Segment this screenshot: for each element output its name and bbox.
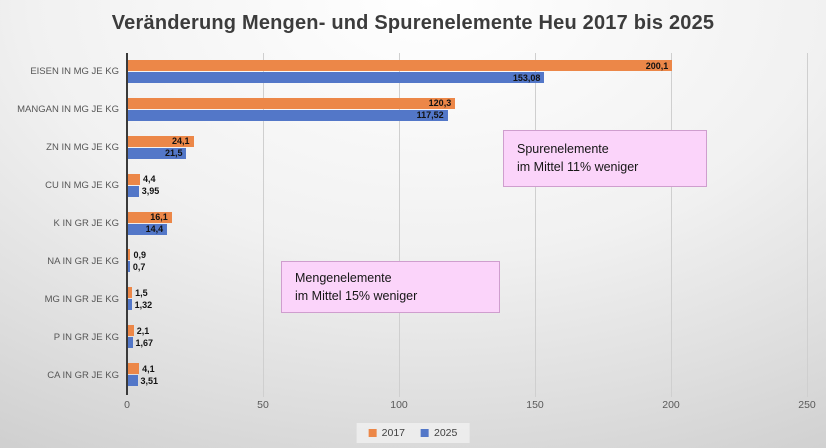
annotation-line: Mengenelemente bbox=[295, 271, 392, 285]
legend-item-2025: 2025 bbox=[421, 427, 457, 439]
bar-2017 bbox=[128, 363, 140, 375]
value-axis-tick-label: 0 bbox=[124, 399, 130, 411]
bar-value-label: 14,4 bbox=[145, 224, 164, 235]
bar-2017 bbox=[128, 60, 673, 71]
annotation-spurenelemente: Spurenelemente im Mittel 11% weniger bbox=[503, 130, 707, 187]
bar-value-label: 24,1 bbox=[172, 136, 190, 147]
bar-2017 bbox=[128, 97, 456, 109]
bar-value-label: 2,1 bbox=[136, 325, 150, 336]
bar-2025 bbox=[128, 185, 139, 197]
bar-2017 bbox=[128, 173, 140, 185]
plot-area bbox=[127, 53, 808, 397]
bar-2017 bbox=[128, 135, 194, 147]
bar-2025 bbox=[128, 299, 132, 311]
value-axis-tick-label: 50 bbox=[257, 399, 269, 411]
value-axis-tick-label: 100 bbox=[390, 399, 408, 411]
category-label: P IN GR JE KG bbox=[53, 331, 119, 343]
bar-2025 bbox=[128, 147, 187, 159]
bar-value-label: 4,1 bbox=[142, 363, 155, 374]
annotation-mengenelemente: Mengenelemente im Mittel 15% weniger bbox=[281, 261, 500, 313]
bar-2025 bbox=[128, 261, 130, 273]
category-label: K IN GR JE KG bbox=[53, 217, 119, 229]
bar-value-label: 117,52 bbox=[416, 110, 444, 121]
bar-2025 bbox=[128, 109, 448, 121]
bar-value-label: 200,1 bbox=[645, 60, 669, 71]
category-label: EISEN IN MG JE KG bbox=[30, 66, 119, 78]
value-axis-tick-label: 150 bbox=[526, 399, 544, 411]
gridline bbox=[806, 53, 808, 397]
gridline bbox=[398, 53, 400, 397]
legend-swatch-2017-icon bbox=[368, 429, 377, 437]
chart-title: Veränderung Mengen- und Spurenelemente H… bbox=[111, 12, 715, 34]
gridline bbox=[262, 53, 264, 397]
bar-value-label: 153,08 bbox=[512, 72, 541, 83]
category-label: CU IN MG JE KG bbox=[45, 180, 119, 192]
bar-value-label: 4,4 bbox=[142, 174, 156, 185]
legend-label-2017: 2017 bbox=[381, 427, 405, 439]
bar-value-label: 0,9 bbox=[133, 249, 146, 260]
category-axis-line bbox=[126, 53, 128, 395]
legend: 2017 2025 bbox=[356, 423, 470, 443]
legend-label-2025: 2025 bbox=[434, 427, 458, 439]
annotation-line: im Mittel 11% weniger bbox=[517, 160, 639, 174]
category-label: ZN IN MG JE KG bbox=[46, 142, 119, 154]
category-label: MG IN GR JE KG bbox=[44, 293, 119, 305]
bar-2017 bbox=[128, 211, 172, 223]
gridline bbox=[534, 53, 536, 397]
bar-2025 bbox=[128, 72, 545, 83]
bar-value-label: 3,51 bbox=[140, 375, 159, 386]
bar-2025 bbox=[128, 337, 133, 349]
category-label: NA IN GR JE KG bbox=[47, 255, 119, 267]
gridline bbox=[670, 53, 672, 397]
value-axis-tick-label: 200 bbox=[662, 399, 680, 411]
bar-value-label: 120,3 bbox=[428, 98, 452, 109]
value-axis-tick-label: 250 bbox=[798, 399, 816, 411]
bar-value-label: 1,32 bbox=[134, 299, 153, 310]
legend-item-2017: 2017 bbox=[368, 427, 405, 439]
bar-value-label: 3,95 bbox=[141, 186, 160, 197]
category-label: MANGAN IN MG JE KG bbox=[17, 104, 119, 116]
bar-2017 bbox=[128, 287, 133, 299]
bar-2017 bbox=[128, 325, 134, 337]
legend-swatch-2025-icon bbox=[421, 429, 429, 437]
bar-value-label: 21,5 bbox=[164, 148, 183, 159]
category-label: CA IN GR JE KG bbox=[47, 369, 119, 381]
annotation-line: Spurenelemente bbox=[517, 142, 609, 156]
bar-2025 bbox=[128, 375, 138, 387]
bar-value-label: 0,7 bbox=[132, 261, 146, 272]
bar-value-label: 1,5 bbox=[135, 287, 148, 298]
annotation-line: im Mittel 15% weniger bbox=[295, 289, 418, 303]
bar-2025 bbox=[128, 223, 168, 235]
bar-value-label: 16,1 bbox=[150, 212, 168, 223]
bar-value-label: 1,67 bbox=[135, 337, 154, 348]
bar-2017 bbox=[128, 249, 131, 261]
